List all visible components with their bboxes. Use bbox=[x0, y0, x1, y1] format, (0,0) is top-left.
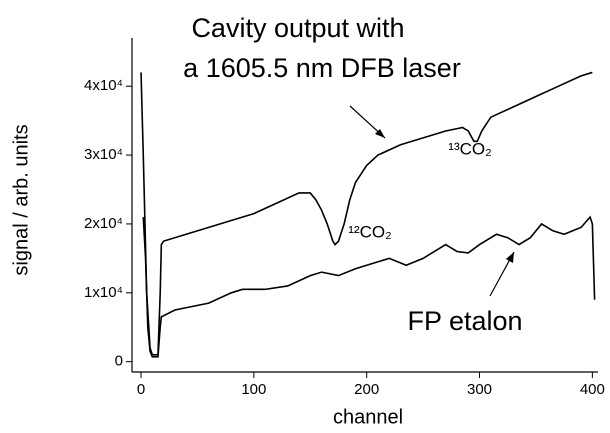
annotation: a 1605.5 nm DFB laser bbox=[183, 53, 461, 83]
annotation: ¹³CO₂ bbox=[448, 139, 491, 158]
x-tick-label: 200 bbox=[354, 381, 379, 398]
y-axis-label: signal / arb. units bbox=[10, 124, 32, 275]
y-tick-label: 0 bbox=[115, 353, 123, 370]
annotation: Cavity output with bbox=[191, 13, 404, 43]
y-tick-label: 2x10⁴ bbox=[84, 215, 123, 232]
y-tick-label: 3x10⁴ bbox=[84, 146, 123, 163]
x-tick-label: 100 bbox=[241, 381, 266, 398]
arrow-head bbox=[375, 129, 385, 138]
x-tick-label: 400 bbox=[580, 381, 605, 398]
x-axis-label: channel bbox=[333, 406, 403, 428]
annotation: ¹²CO₂ bbox=[348, 222, 391, 241]
annotation: FP etalon bbox=[407, 306, 522, 336]
arrow-head bbox=[506, 252, 514, 263]
y-tick-label: 1x10⁴ bbox=[84, 284, 123, 301]
x-tick-label: 300 bbox=[467, 381, 492, 398]
data-line bbox=[142, 215, 596, 358]
data-line bbox=[140, 71, 593, 356]
y-tick-label: 4x10⁴ bbox=[84, 77, 123, 94]
x-tick-label: 0 bbox=[137, 381, 145, 398]
